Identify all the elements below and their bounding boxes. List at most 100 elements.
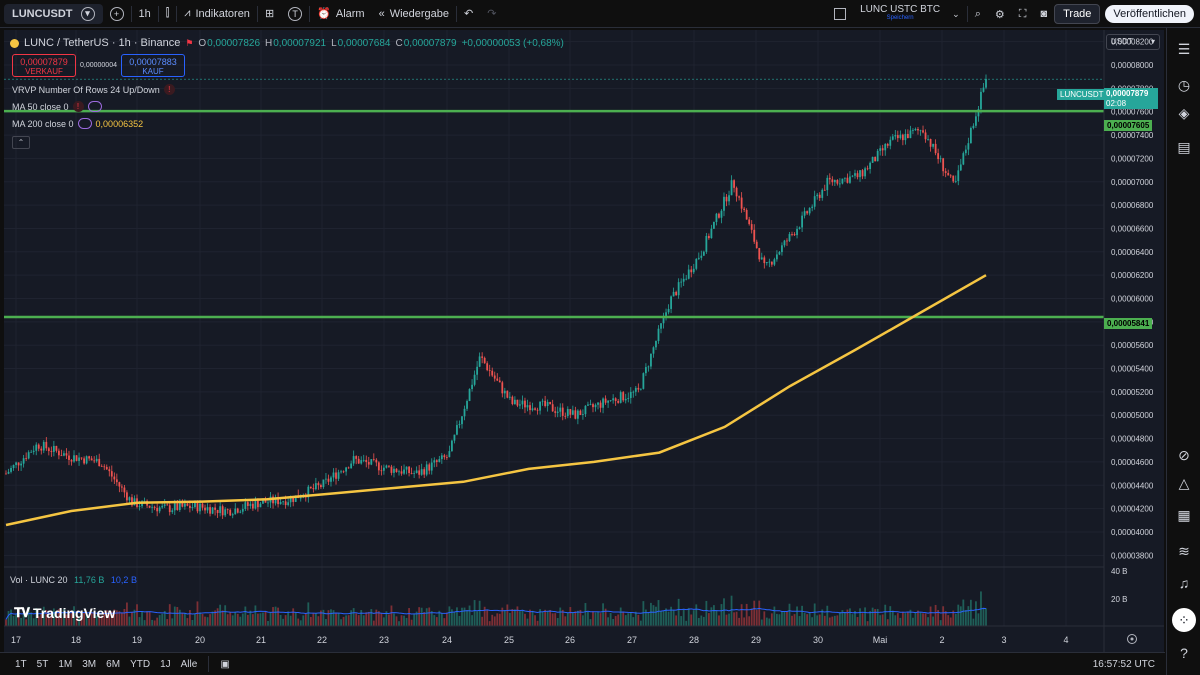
trend-icon[interactable]: ⊘ — [1178, 447, 1190, 463]
layouts-button[interactable]: ⊞ — [258, 0, 281, 28]
interval-button[interactable]: 1h — [138, 7, 151, 20]
signal-icon[interactable]: ≋ — [1178, 543, 1190, 559]
candle-body — [874, 156, 877, 162]
divider — [256, 5, 258, 22]
settings-button[interactable]: ⚙ — [988, 0, 1012, 28]
volume-bar — [362, 615, 365, 626]
price-axis[interactable]: 0,000082000,000080000,000078000,00007600… — [1111, 38, 1154, 561]
visibility-icon[interactable] — [87, 101, 102, 112]
alerts-clock-icon[interactable]: ◷ — [1177, 77, 1191, 93]
chevron-down-icon: ⌄ — [952, 8, 960, 19]
layers-icon[interactable]: ◈ — [1178, 105, 1190, 121]
fullscreen-button[interactable]: ⛶ — [1012, 0, 1034, 28]
tradingview-logo[interactable]: 𝐓𝐕 TradingView — [14, 605, 115, 621]
volume-bar — [682, 608, 685, 626]
volume-bar — [340, 619, 342, 626]
symbol-dropdown-icon[interactable]: ▾ — [80, 6, 95, 21]
candle-body — [634, 387, 637, 392]
candle-body — [670, 296, 672, 309]
volume-bar — [118, 611, 121, 626]
sell-button[interactable]: 0,00007879 VERKAUF — [12, 54, 76, 77]
volume-bar — [985, 608, 987, 626]
candle-body — [743, 208, 746, 210]
clock-timezone[interactable]: 16:57:52 UTC — [1092, 658, 1155, 670]
watchlist-icon[interactable]: ☰ — [1177, 41, 1191, 57]
collapse-legend-button[interactable]: ⌃ — [12, 136, 30, 149]
snapshot-button[interactable]: ◙ — [1033, 0, 1054, 28]
price-chart[interactable]: 0,000082000,000080000,000078000,00007600… — [4, 30, 1164, 652]
volume-bar — [277, 607, 279, 626]
buy-button[interactable]: 0,00007883 KAUF — [120, 54, 185, 77]
currency-select[interactable]: USDT ▾ — [1106, 34, 1160, 50]
volume-bar — [954, 613, 957, 626]
volume-bar — [655, 606, 657, 626]
candle-body — [178, 502, 181, 511]
apps-icon[interactable]: ⁘ — [1172, 608, 1196, 632]
volume-bar — [151, 619, 154, 626]
volume-bar — [428, 607, 431, 626]
range-button-5t[interactable]: 5T — [36, 658, 49, 670]
price-tick-label: 0,00004600 — [1111, 458, 1154, 467]
indicator-ma200[interactable]: MA 200 close 0 0,00006352 — [12, 118, 143, 129]
volume-bar — [168, 604, 171, 626]
range-button-6m[interactable]: 6M — [106, 658, 121, 670]
volume-bar — [944, 611, 947, 626]
candle-body — [833, 179, 836, 183]
volume-bar — [894, 615, 897, 626]
replay-label: Wiedergabe — [389, 7, 450, 20]
undo-button[interactable]: ↶ — [457, 0, 480, 28]
alarm-button[interactable]: ⏰ Alarm — [310, 0, 371, 28]
volume-bar — [869, 611, 872, 626]
candle-body — [410, 473, 413, 474]
templates-button[interactable]: T — [281, 0, 309, 28]
volume-bar — [503, 610, 506, 626]
volume-legend[interactable]: Vol · LUNC 20 11,76 B 10,2 B — [10, 575, 137, 585]
range-button-alle[interactable]: Alle — [180, 658, 198, 670]
layout-name-button[interactable]: LUNC USTC BTC Speichern ⌄ — [827, 0, 967, 28]
volume-bar — [549, 609, 552, 626]
indicators-button[interactable]: ⩘ Indikatoren — [177, 0, 257, 28]
axis-settings-icon[interactable] — [1127, 634, 1137, 644]
time-axis[interactable]: 17 18 19 20 21 22 23 24 25 26 27 28 29 30 Mai 2 3 4 — [11, 635, 1069, 645]
divider — [130, 5, 132, 22]
volume-bar — [889, 606, 892, 626]
volume-bar — [637, 614, 640, 626]
visibility-icon[interactable] — [77, 118, 92, 129]
replay-button[interactable]: « Wiedergabe — [372, 0, 456, 28]
indicator-vrvp[interactable]: VRVP Number Of Rows 24 Up/Down ! — [12, 84, 175, 95]
symbol-search-button[interactable]: LUNCUSDT ▾ — [4, 3, 103, 24]
range-button-1t[interactable]: 1T — [15, 658, 27, 670]
range-button-1j[interactable]: 1J — [160, 658, 171, 670]
volume-bar — [251, 614, 254, 626]
date-range-button[interactable]: ▣ — [215, 659, 234, 670]
range-button-ytd[interactable]: YTD — [130, 658, 151, 670]
bell-icon[interactable]: ♫ — [1178, 575, 1190, 591]
publish-button[interactable]: Veröffentlichen — [1105, 5, 1194, 23]
trade-button[interactable]: Trade — [1054, 4, 1101, 24]
ideas-icon[interactable]: △ — [1178, 475, 1190, 491]
calendar-icon[interactable]: ▦ — [1177, 507, 1191, 523]
volume-bar — [539, 609, 541, 626]
help-icon[interactable]: ? — [1180, 645, 1188, 661]
candle-body — [652, 347, 655, 354]
volume-ma-value: 10,2 B — [110, 575, 137, 585]
volume-bar — [88, 618, 91, 626]
quick-search-button[interactable]: ⌕ — [968, 0, 988, 28]
candle-body — [347, 467, 350, 469]
volume-bar — [375, 609, 378, 626]
legend-main-row[interactable]: LUNC / TetherUS · 1h · Binance ⚑ O 0,0000… — [10, 36, 564, 50]
range-button-3m[interactable]: 3M — [82, 658, 97, 670]
candle-body — [458, 424, 461, 426]
divider — [309, 5, 311, 22]
volume-bar — [435, 617, 438, 626]
indicator-ma50[interactable]: MA 50 close 0 ! — [12, 101, 102, 112]
candle-body — [549, 401, 552, 405]
add-symbol-button[interactable]: + — [103, 0, 131, 28]
chart-type-button[interactable]: ⫿ — [159, 0, 177, 28]
chat-icon[interactable]: ▤ — [1177, 139, 1191, 155]
range-buttons: 1T 5T 1M 3M 6M YTD 1J Alle — [10, 659, 202, 670]
candle-body — [234, 508, 237, 515]
redo-button[interactable]: ↷ — [480, 0, 503, 28]
range-button-1m[interactable]: 1M — [58, 658, 73, 670]
volume-bar — [279, 614, 282, 626]
